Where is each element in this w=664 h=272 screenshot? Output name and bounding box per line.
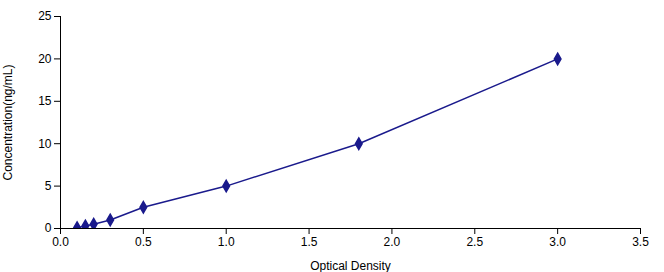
svg-text:5: 5 — [45, 179, 52, 193]
svg-text:25: 25 — [38, 9, 52, 23]
svg-text:20: 20 — [38, 52, 52, 66]
svg-text:10: 10 — [38, 137, 52, 151]
svg-text:1.0: 1.0 — [218, 235, 235, 249]
svg-text:Optical Density: Optical Density — [310, 259, 391, 272]
svg-text:1.5: 1.5 — [301, 235, 318, 249]
svg-text:0: 0 — [45, 221, 52, 235]
svg-text:2.5: 2.5 — [466, 235, 483, 249]
svg-text:3.5: 3.5 — [632, 235, 649, 249]
svg-text:2.0: 2.0 — [384, 235, 401, 249]
svg-text:0.0: 0.0 — [52, 235, 69, 249]
svg-text:15: 15 — [38, 94, 52, 108]
svg-text:0.5: 0.5 — [135, 235, 152, 249]
svg-text:3.0: 3.0 — [549, 235, 566, 249]
svg-text:Concentration(ng/mL): Concentration(ng/mL) — [1, 64, 15, 180]
